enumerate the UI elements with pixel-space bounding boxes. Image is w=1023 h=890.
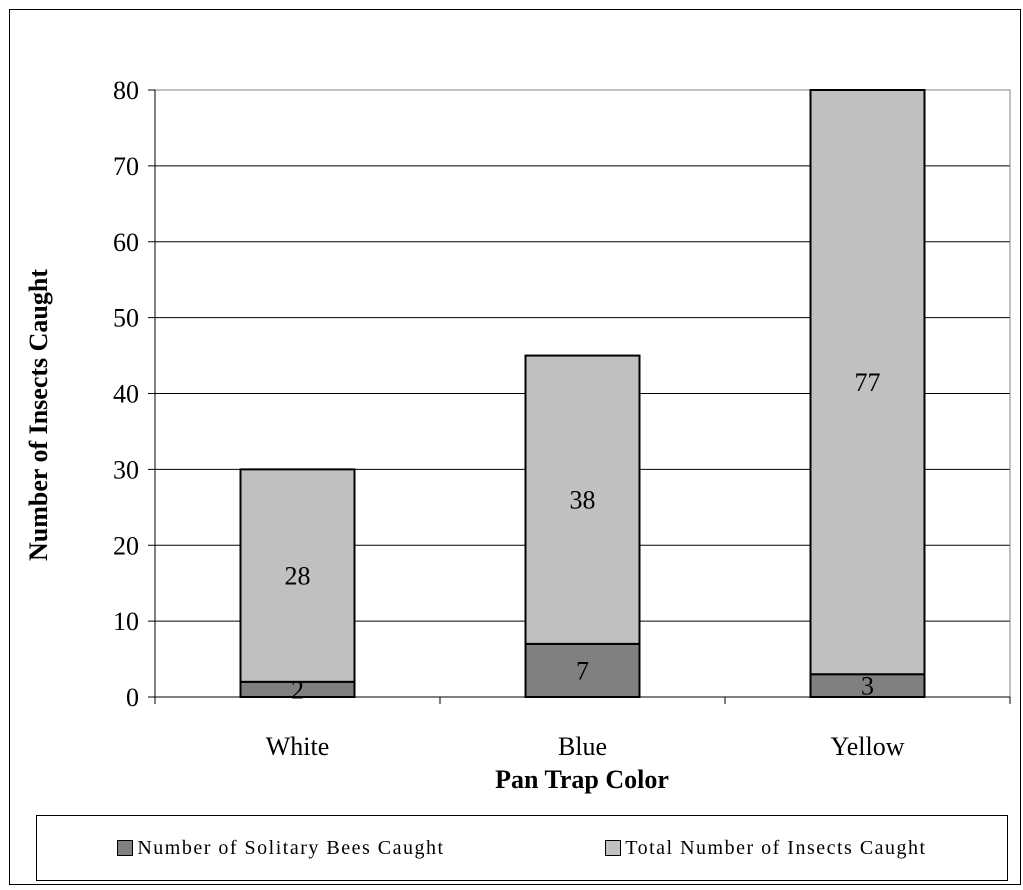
data-label-yellow-series-1: 77 bbox=[855, 368, 881, 397]
legend-swatch-total-insects bbox=[605, 840, 622, 856]
y-axis-title: Number of Insects Caught bbox=[24, 269, 53, 561]
y-tick-label-0: 0 bbox=[126, 683, 139, 712]
data-label-blue-series-0: 7 bbox=[576, 656, 589, 685]
axes bbox=[148, 89, 1011, 704]
y-tick-label-20: 20 bbox=[113, 531, 139, 560]
legend-item-solitary-bees: Number of Solitary Bees Caught bbox=[117, 837, 444, 860]
y-tick-label-10: 10 bbox=[113, 607, 139, 636]
legend: Number of Solitary Bees Caught Total Num… bbox=[36, 815, 1008, 881]
y-tick-label-70: 70 bbox=[113, 152, 139, 181]
y-tick-label-80: 80 bbox=[113, 76, 139, 105]
data-label-white-series-1: 28 bbox=[285, 562, 311, 591]
y-tick-label-60: 60 bbox=[113, 228, 139, 257]
x-tick-labels: White Blue Yellow bbox=[266, 732, 905, 761]
y-tick-labels: 0 10 20 30 40 50 60 70 80 bbox=[113, 76, 139, 712]
y-tick-label-40: 40 bbox=[113, 380, 139, 409]
x-tick-label-blue: Blue bbox=[558, 732, 607, 761]
legend-item-total-insects: Total Number of Insects Caught bbox=[605, 837, 926, 860]
data-label-yellow-series-0: 3 bbox=[861, 672, 874, 701]
bars bbox=[239, 89, 926, 699]
y-tick-label-50: 50 bbox=[113, 304, 139, 333]
x-tick-label-white: White bbox=[266, 732, 330, 761]
y-tick-label-30: 30 bbox=[113, 455, 139, 484]
legend-label-solitary-bees: Number of Solitary Bees Caught bbox=[137, 836, 445, 859]
bar-yellow-series-1 bbox=[809, 89, 926, 676]
data-labels: 2 28 7 38 3 77 bbox=[285, 368, 881, 704]
data-label-blue-series-1: 38 bbox=[570, 486, 596, 515]
x-tick-label-yellow: Yellow bbox=[831, 732, 905, 761]
bar-blue-series-1 bbox=[524, 354, 641, 645]
legend-label-total-insects: Total Number of Insects Caught bbox=[625, 836, 927, 859]
x-axis-title: Pan Trap Color bbox=[495, 765, 669, 794]
bar-white-series-1 bbox=[239, 468, 356, 683]
data-label-white-series-0: 2 bbox=[291, 675, 304, 704]
legend-swatch-solitary-bees bbox=[117, 840, 134, 856]
